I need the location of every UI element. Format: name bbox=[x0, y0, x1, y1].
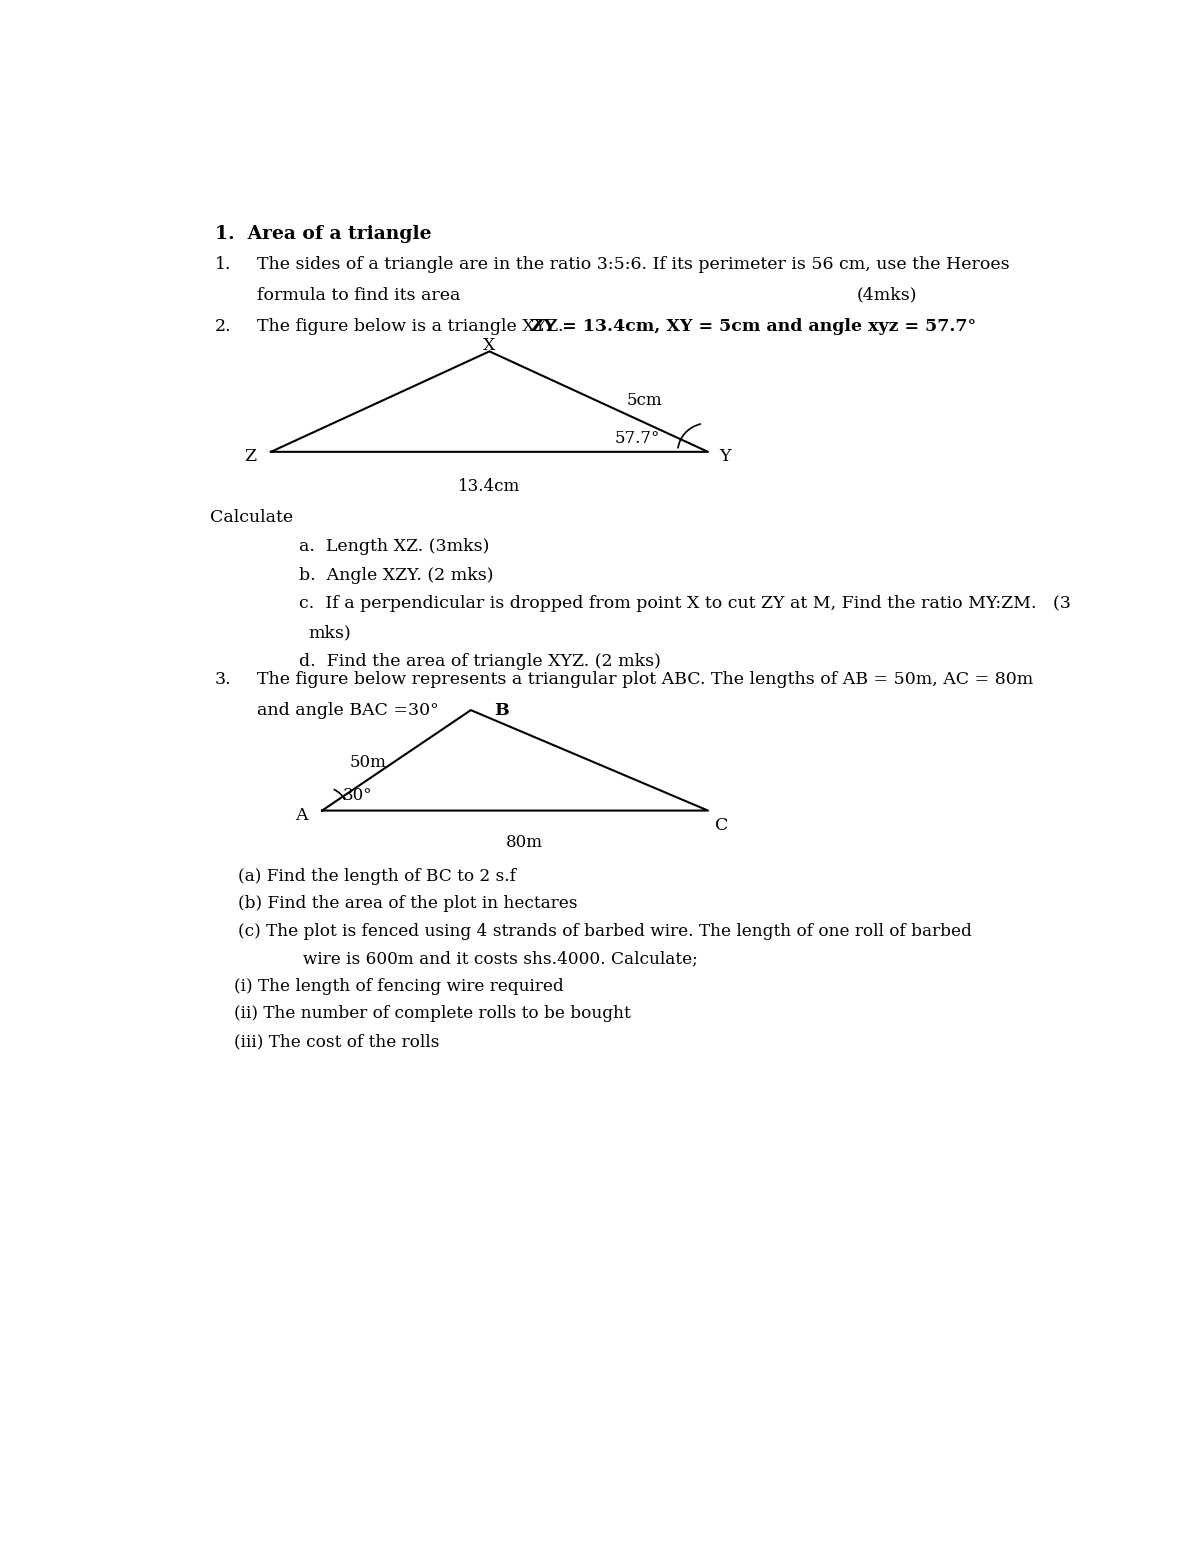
Text: The sides of a triangle are in the ratio 3:5:6. If its perimeter is 56 cm, use t: The sides of a triangle are in the ratio… bbox=[257, 256, 1009, 273]
Text: 30°: 30° bbox=[342, 787, 372, 803]
Text: a.  Length XZ. (3mks): a. Length XZ. (3mks) bbox=[299, 537, 490, 554]
Text: and angle BAC =30°: and angle BAC =30° bbox=[257, 702, 439, 719]
Text: (i) The length of fencing wire required: (i) The length of fencing wire required bbox=[234, 978, 564, 995]
Text: b.  Angle XZY. (2 mks): b. Angle XZY. (2 mks) bbox=[299, 567, 493, 584]
Text: A: A bbox=[295, 808, 308, 825]
Text: 13.4cm: 13.4cm bbox=[458, 478, 521, 495]
Text: 1.: 1. bbox=[215, 256, 232, 273]
Text: (ii) The number of complete rolls to be bought: (ii) The number of complete rolls to be … bbox=[234, 1005, 630, 1022]
Text: The figure below is a triangle XYZ.: The figure below is a triangle XYZ. bbox=[257, 318, 575, 335]
Text: c.  If a perpendicular is dropped from point X to cut ZY at M, Find the ratio MY: c. If a perpendicular is dropped from po… bbox=[299, 595, 1070, 612]
Text: 80m: 80m bbox=[506, 834, 542, 851]
Text: (c) The plot is fenced using 4 strands of barbed wire. The length of one roll of: (c) The plot is fenced using 4 strands o… bbox=[239, 922, 972, 940]
Text: wire is 600m and it costs shs.4000. Calculate;: wire is 600m and it costs shs.4000. Calc… bbox=[276, 950, 697, 968]
Text: (a) Find the length of BC to 2 s.f: (a) Find the length of BC to 2 s.f bbox=[239, 868, 516, 885]
Text: Z: Z bbox=[245, 449, 257, 466]
Text: (b) Find the area of the plot in hectares: (b) Find the area of the plot in hectare… bbox=[239, 896, 578, 913]
Text: (iii) The cost of the rolls: (iii) The cost of the rolls bbox=[234, 1033, 439, 1050]
Text: formula to find its area: formula to find its area bbox=[257, 287, 461, 304]
Text: 5cm: 5cm bbox=[626, 391, 662, 408]
Text: B: B bbox=[494, 702, 509, 719]
Text: mks): mks) bbox=[308, 624, 350, 641]
Text: X: X bbox=[484, 337, 496, 354]
Text: Calculate: Calculate bbox=[210, 509, 294, 526]
Text: Y: Y bbox=[719, 449, 731, 466]
Text: ZY = 13.4cm, XY = 5cm and angle xyz = 57.7°: ZY = 13.4cm, XY = 5cm and angle xyz = 57… bbox=[532, 318, 977, 335]
Text: 3.: 3. bbox=[215, 671, 232, 688]
Text: (4mks): (4mks) bbox=[857, 287, 917, 304]
Text: The figure below represents a triangular plot ABC. The lengths of AB = 50m, AC =: The figure below represents a triangular… bbox=[257, 671, 1033, 688]
Text: d.  Find the area of triangle XYZ. (2 mks): d. Find the area of triangle XYZ. (2 mks… bbox=[299, 652, 661, 669]
Text: 50m: 50m bbox=[350, 755, 386, 772]
Text: C: C bbox=[715, 817, 728, 834]
Text: 2.: 2. bbox=[215, 318, 232, 335]
Text: 1.  Area of a triangle: 1. Area of a triangle bbox=[215, 225, 432, 242]
Text: 57.7°: 57.7° bbox=[616, 430, 660, 447]
